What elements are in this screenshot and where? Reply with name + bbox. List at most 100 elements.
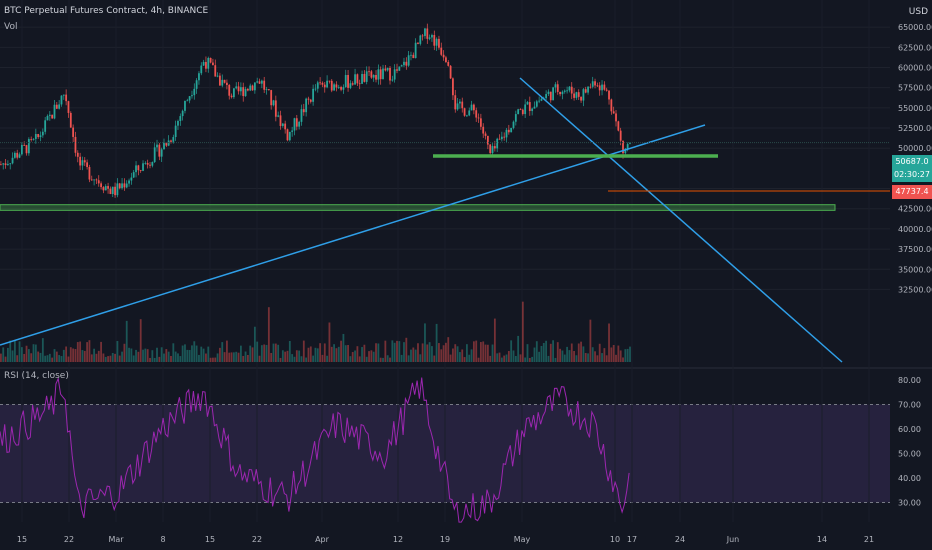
- rsi-label[interactable]: RSI (14, close): [4, 371, 69, 381]
- candle-body: [191, 95, 193, 97]
- volume-bar: [479, 342, 482, 362]
- candle-body: [438, 38, 440, 48]
- rsi-tick-label-0: 30.00: [898, 499, 921, 508]
- volume-bar: [88, 340, 91, 362]
- candle-body: [39, 135, 42, 138]
- candle-body: [198, 73, 200, 81]
- candle-body: [531, 108, 534, 112]
- candle-body: [235, 86, 238, 89]
- candle-body: [349, 83, 352, 88]
- volume-label[interactable]: Vol: [4, 22, 18, 32]
- candle-body: [13, 152, 16, 158]
- volume-bar: [535, 341, 538, 362]
- volume-bar: [6, 347, 9, 362]
- candle-body: [230, 95, 233, 98]
- candle-body: [342, 87, 345, 90]
- volume-bar: [230, 352, 233, 362]
- volume-bar: [142, 349, 144, 362]
- volume-bar: [30, 353, 33, 362]
- candle-body: [596, 85, 599, 87]
- volume-bar: [246, 354, 249, 362]
- candle-body: [18, 154, 21, 158]
- volume-bar: [253, 326, 256, 362]
- candle-body: [442, 54, 445, 58]
- price-tick-label-6: 50000.00: [898, 144, 932, 153]
- candle-body: [386, 67, 389, 71]
- volume-bar: [601, 353, 603, 362]
- candle-body: [97, 180, 100, 184]
- volume-bar: [563, 354, 566, 362]
- volume-bar: [267, 307, 270, 362]
- volume-bar: [591, 347, 594, 362]
- candle-body: [181, 110, 184, 117]
- volume-bar: [23, 353, 26, 362]
- candle-body: [493, 146, 496, 149]
- candle-body: [421, 35, 424, 37]
- volume-bar: [305, 357, 308, 362]
- x-tick-label-4: 15: [205, 535, 215, 544]
- volume-bar: [533, 347, 536, 362]
- last-price-value: 50687.0: [895, 157, 929, 166]
- volume-bar: [517, 335, 520, 362]
- volume-bar: [67, 356, 70, 362]
- volume-bar: [86, 342, 89, 362]
- candle-body: [9, 163, 12, 165]
- candle-body: [277, 115, 280, 117]
- volume-bar: [498, 352, 501, 362]
- candle-body: [533, 106, 536, 109]
- volume-bar: [538, 351, 541, 362]
- volume-bar: [274, 343, 277, 362]
- candle-body: [356, 74, 359, 84]
- candle-body: [510, 127, 513, 133]
- volume-bar: [209, 357, 212, 362]
- chart-title[interactable]: BTC Perpetual Futures Contract, 4h, BINA…: [4, 6, 209, 16]
- volume-bar: [293, 356, 296, 362]
- volume-bar: [323, 343, 326, 362]
- volume-bar: [540, 345, 543, 362]
- candle-body: [559, 91, 561, 95]
- volume-bar: [312, 355, 315, 362]
- candle-body: [121, 183, 123, 189]
- volume-bar: [489, 355, 492, 362]
- trendline-rising: [0, 124, 706, 346]
- candle-body: [25, 145, 28, 154]
- volume-bar: [531, 356, 534, 362]
- candle-body: [172, 137, 175, 142]
- volume-bar: [554, 357, 557, 362]
- x-tick-label-0: 15: [17, 535, 27, 544]
- candle-body: [142, 163, 144, 171]
- price-tick-label-2: 37500.00: [898, 245, 932, 254]
- currency-label[interactable]: USD: [908, 7, 928, 17]
- volume-bar: [594, 351, 596, 362]
- candle-body: [137, 165, 140, 171]
- candle-body: [104, 186, 107, 191]
- candle-body: [144, 163, 147, 164]
- volume-bar: [582, 346, 585, 362]
- volume-bar: [507, 351, 510, 362]
- candle-body: [505, 129, 508, 138]
- volume-bar: [393, 342, 396, 362]
- volume-bar: [610, 347, 613, 362]
- volume-bar: [468, 354, 471, 362]
- candle-body: [316, 82, 319, 89]
- volume-bar: [97, 350, 100, 362]
- candle-body: [0, 164, 2, 166]
- volume-bar: [53, 349, 56, 362]
- candle-body: [370, 71, 373, 78]
- candle-body: [598, 85, 601, 91]
- volume-bar: [46, 355, 49, 362]
- candle-body: [100, 183, 102, 188]
- candle-body: [610, 99, 613, 112]
- candle-body: [65, 94, 68, 102]
- volume-bar: [524, 357, 527, 362]
- volume-bar: [170, 355, 172, 362]
- volume-bar: [295, 350, 298, 362]
- candle-body: [491, 146, 494, 154]
- volume-bar: [461, 349, 464, 362]
- candle-body: [459, 101, 461, 104]
- candle-body: [326, 80, 328, 88]
- volume-bar: [475, 340, 478, 362]
- candle-body: [298, 121, 301, 127]
- candle-body: [514, 114, 517, 122]
